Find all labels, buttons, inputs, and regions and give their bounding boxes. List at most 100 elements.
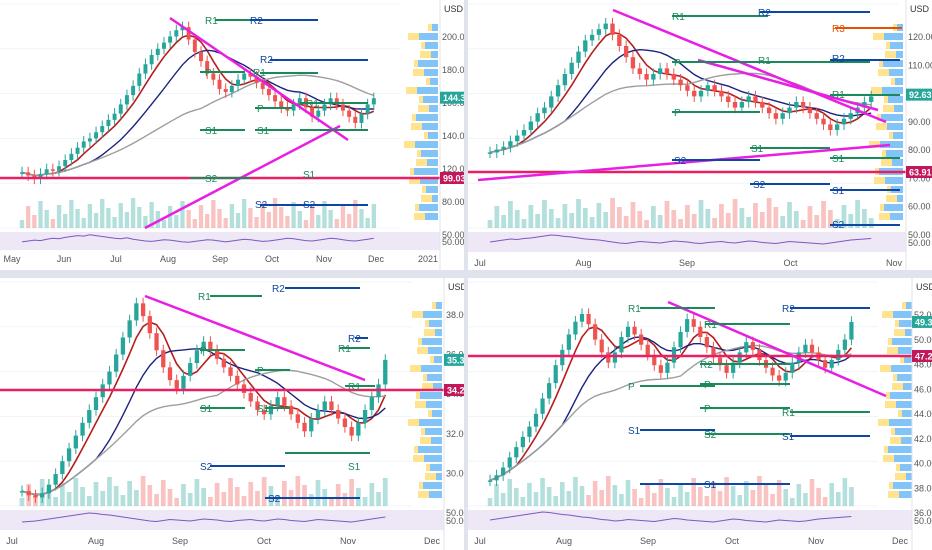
candle-body — [645, 344, 650, 355]
volume-bar — [759, 212, 765, 228]
volume-profile-bar — [419, 33, 438, 40]
volume-bar — [205, 214, 210, 228]
price-tick-label: 32.00 — [446, 429, 464, 439]
volume-bar — [118, 203, 123, 228]
volume-bar — [113, 486, 119, 506]
candle-body — [329, 401, 334, 410]
volume-profile-bar — [413, 69, 424, 76]
volume-bar — [487, 498, 493, 506]
candle-body — [685, 319, 690, 332]
pivot-label: R1 — [338, 344, 351, 355]
volume-bar — [528, 205, 534, 228]
pivot-label: S2 — [200, 462, 213, 473]
candle-body — [828, 124, 833, 130]
volume-profile-bar — [883, 105, 894, 112]
volume-profile-bar — [419, 204, 438, 211]
volume-bar — [508, 201, 513, 228]
pivot-label: S1 — [348, 462, 361, 473]
volume-bar — [107, 477, 112, 506]
volume-profile-bar — [878, 419, 889, 426]
volume-bar — [520, 497, 526, 506]
volume-bar — [623, 216, 629, 228]
volume-profile-bar — [895, 320, 899, 327]
candle-body — [322, 104, 327, 111]
volume-bar — [60, 483, 65, 506]
candle-body — [201, 341, 206, 351]
price-tick-label: 46.00 — [914, 384, 932, 394]
volume-profile-bar — [423, 96, 438, 103]
pivot-label: S1 — [628, 426, 641, 437]
volume-bar — [167, 206, 173, 228]
pivot-label: S2 — [753, 180, 766, 191]
candle-body — [223, 88, 228, 93]
volume-profile-bar — [432, 24, 438, 31]
volume-profile-bar — [436, 473, 442, 480]
volume-profile-bar — [901, 437, 912, 444]
candle-body — [161, 42, 166, 49]
volume-bar — [638, 498, 644, 506]
candle-body — [750, 342, 755, 350]
candle-body — [192, 39, 197, 52]
candle-body — [501, 146, 506, 150]
volume-bar — [38, 201, 43, 228]
volume-profile-bar — [882, 311, 893, 318]
candle-body — [712, 85, 717, 91]
pivot-label: R2 — [260, 55, 273, 66]
candle-body — [297, 98, 302, 105]
time-tick-label: Aug — [556, 536, 572, 546]
volume-profile-bar — [881, 159, 892, 166]
volume-profile-bar — [430, 464, 442, 471]
volume-bar — [776, 480, 782, 506]
volume-bar — [93, 482, 99, 506]
candle-body — [260, 82, 265, 89]
volume-profile-bar — [418, 446, 442, 453]
chart-panel-top-right[interactable]: R1 R2 R3 R2 P R1 R1 P S1 S1 S2 S2 S1 S2 50.00 USD 120.00… — [468, 0, 932, 270]
time-tick-label: Nov — [340, 536, 357, 546]
support-price-label: 99.03 — [443, 174, 464, 184]
volume-profile-bar — [884, 446, 888, 453]
time-tick-label: Jul — [474, 536, 486, 546]
candle-body — [309, 418, 314, 432]
volume-bar — [750, 490, 756, 506]
candle-body — [217, 79, 222, 89]
volume-bar — [494, 206, 500, 228]
candle-body — [671, 74, 676, 80]
candle-body — [168, 36, 173, 43]
volume-bar — [739, 208, 745, 228]
pivot-label: R2 — [832, 54, 845, 65]
candle-body — [732, 102, 738, 108]
volume-bar — [787, 202, 792, 228]
candle-body — [87, 138, 92, 142]
volume-profile-bar — [884, 33, 903, 40]
chart-panel-top-left[interactable]: R1 R2 R2 R1 P P R1 S1 S1 S1 S2 S2 S2 50.00 USD 200.00 18… — [0, 0, 464, 270]
chart-panel-bottom-left[interactable]: R1R2R2PR1PR1S1S1S1S2S250.00USD38.0036.00… — [0, 278, 464, 550]
volume-profile-bar — [420, 437, 431, 444]
candle-body — [181, 375, 186, 389]
candle-body — [665, 362, 670, 373]
volume-profile-bar — [419, 96, 423, 103]
volume-bar — [809, 479, 815, 506]
volume-bar — [665, 488, 670, 506]
moving-average-line-3 — [21, 369, 386, 496]
volume-profile-bar — [883, 455, 894, 462]
volume-profile-bar — [418, 338, 422, 345]
candle-body — [383, 359, 388, 385]
support-price-tag — [444, 384, 464, 396]
volume-bar — [161, 220, 167, 228]
volume-bar — [87, 204, 93, 228]
volume-profile-bar — [878, 69, 889, 76]
candle-body — [33, 495, 38, 498]
volume-profile-bar — [904, 356, 912, 363]
price-tick-label: 200.00 — [442, 32, 464, 42]
last-price-tag — [912, 315, 932, 328]
last-price-label: 35.35 — [447, 355, 464, 365]
volume-bar — [382, 478, 388, 506]
volume-bar — [841, 205, 847, 228]
pivot-label: R1 — [306, 99, 319, 110]
volume-bar — [127, 481, 132, 506]
chart-panel-bottom-right[interactable]: R1 R2 R1 R2 P P P R1 S1 S2 S1 S1 50.00 USD 52.00 50.00 4… — [468, 278, 932, 550]
candle-body — [555, 85, 561, 97]
volume-profile-bar — [422, 338, 442, 345]
candle-body — [347, 110, 352, 117]
candle-body — [744, 342, 749, 353]
